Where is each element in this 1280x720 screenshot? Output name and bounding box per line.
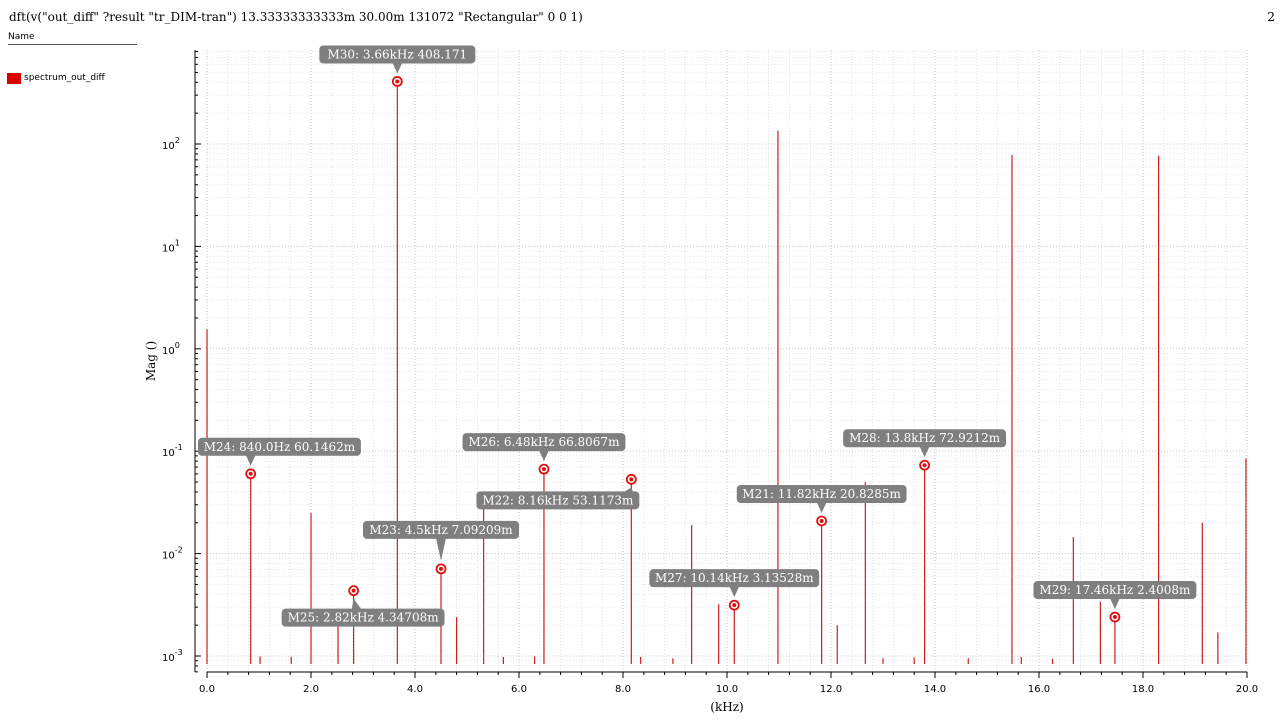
marker-label-box [649, 569, 820, 588]
marker-pointer [351, 598, 362, 610]
marker-label-text: M29: 17.46kHz 2.4008m [1039, 583, 1191, 597]
marker-label-box [843, 429, 1007, 448]
marker-label-text: M22: 8.16kHz 53.1173m [482, 493, 634, 507]
marker-dot [248, 471, 253, 476]
marker-pointer [538, 450, 549, 462]
marker-label-text: M28: 13.8kHz 72.9212m [849, 431, 1001, 445]
y-axis-title: Mag () [144, 341, 158, 381]
marker-label-text: M25: 2.82kHz 4.34708m [288, 611, 440, 625]
marker-m25[interactable]: M25: 2.82kHz 4.34708m [281, 585, 445, 627]
marker-dot [732, 603, 737, 608]
marker-label-box [462, 433, 626, 452]
marker-pointer [1109, 598, 1120, 610]
marker-label-box [736, 484, 907, 503]
marker-label-box [363, 520, 519, 539]
y-tick-label: 10-1 [162, 443, 183, 459]
marker-label-text: M30: 3.66kHz 408.171 [327, 47, 467, 61]
marker-dot [395, 79, 400, 84]
x-tick-label: 0.0 [199, 684, 215, 695]
marker-dot [629, 477, 634, 482]
marker-m30[interactable]: M30: 3.66kHz 408.171 [319, 45, 476, 87]
marker-pointer [919, 446, 930, 458]
marker-dot [351, 588, 356, 593]
marker-label-box [319, 45, 476, 64]
x-tick-label: 16.0 [1028, 684, 1050, 695]
marker-dot [1112, 615, 1117, 620]
x-tick-label: 2.0 [303, 684, 319, 695]
marker-label-box [476, 491, 640, 510]
y-tick-label: 10-2 [162, 546, 183, 562]
y-tick-label: 102 [162, 136, 180, 152]
marker-pointer [245, 454, 256, 466]
marker-dot [541, 467, 546, 472]
x-tick-label: 12.0 [820, 684, 842, 695]
x-tick-label: 18.0 [1132, 684, 1154, 695]
dft-expression: dft(v("out_diff" ?result "tr_DIM-tran") … [9, 10, 583, 24]
marker-m27[interactable]: M27: 10.14kHz 3.13528m [649, 569, 820, 611]
marker-annotations: M30: 3.66kHz 408.171 M24: 840.0Hz 60.1462… [198, 45, 1197, 627]
x-axis-title: (kHz) [710, 700, 743, 714]
marker-label-box [1033, 581, 1197, 600]
marker-dot [819, 518, 824, 523]
x-tick-label: 20.0 [1236, 684, 1258, 695]
plot-axes [194, 50, 1248, 678]
marker-m22[interactable]: M22: 8.16kHz 53.1173m [476, 473, 640, 510]
marker-label-box [281, 608, 445, 627]
marker-label-text: M21: 11.82kHz 20.8285m [742, 487, 901, 501]
marker-label-box [198, 437, 361, 456]
marker-label-text: M23: 4.5kHz 7.09209m [369, 523, 513, 537]
axis-labels: 0.0 2.0 4.0 6.0 8.0 10.0 12.0 14.0 16.0 18.0 20.0 1… [144, 136, 1258, 714]
marker-dot [439, 566, 443, 571]
y-tick-label: 10-3 [162, 648, 183, 664]
marker-dot [922, 463, 927, 468]
grid-lines [206, 50, 1248, 673]
legend-name-header: Name [8, 32, 137, 45]
marker-m29[interactable]: M29: 17.46kHz 2.4008m [1033, 581, 1197, 623]
marker-label-text: M24: 840.0Hz 60.1462m [204, 440, 356, 454]
marker-m21[interactable]: M21: 11.82kHz 20.8285m [736, 484, 907, 527]
marker-pointer [623, 487, 634, 493]
marker-m23[interactable]: M23: 4.5kHz 7.09209m [363, 520, 519, 575]
legend-item-spectrum[interactable]: spectrum_out_diff [7, 72, 105, 84]
marker-label-text: M27: 10.14kHz 3.13528m [655, 571, 814, 585]
x-tick-label: 6.0 [511, 684, 527, 695]
legend-label: spectrum_out_diff [24, 73, 105, 83]
marker-pointer [392, 62, 403, 74]
legend-swatch [7, 72, 21, 84]
x-tick-label: 4.0 [407, 684, 423, 695]
x-tick-label: 14.0 [924, 684, 946, 695]
marker-pointer [816, 501, 827, 513]
y-tick-label: 101 [162, 238, 180, 254]
x-tick-label: 10.0 [716, 684, 738, 695]
marker-m28[interactable]: M28: 13.8kHz 72.9212m [843, 429, 1007, 471]
marker-m24[interactable]: M24: 840.0Hz 60.1462m [198, 437, 361, 480]
marker-pointer [729, 586, 740, 598]
marker-pointer [436, 537, 446, 561]
marker-m26[interactable]: M26: 6.48kHz 66.8067m [462, 433, 626, 475]
y-tick-label: 100 [162, 341, 180, 357]
x-tick-label: 8.0 [615, 684, 631, 695]
marker-label-text: M26: 6.48kHz 66.8067m [468, 435, 620, 449]
window-index: 2 [1267, 10, 1275, 24]
